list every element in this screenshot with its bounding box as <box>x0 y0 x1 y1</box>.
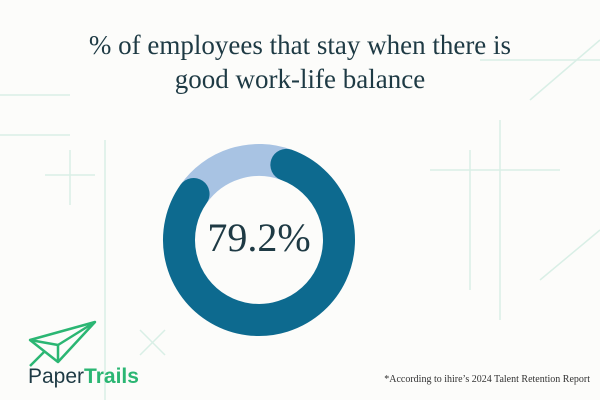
logo-icon <box>28 320 97 367</box>
donut <box>163 144 355 336</box>
donut-segment <box>163 148 355 336</box>
decoration <box>0 39 600 400</box>
logo-part: Paper <box>28 365 84 388</box>
logo: PaperTrails <box>28 365 139 388</box>
logo-part: Trails <box>84 365 139 388</box>
value-label: 79.2% <box>207 215 310 260</box>
chart-title: % of employees that stay when there is g… <box>88 30 512 94</box>
footnote: *According to ihire’s 2024 Talent Retent… <box>384 374 590 385</box>
